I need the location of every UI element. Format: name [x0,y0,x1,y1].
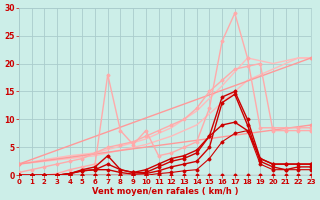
X-axis label: Vent moyen/en rafales ( km/h ): Vent moyen/en rafales ( km/h ) [92,187,238,196]
